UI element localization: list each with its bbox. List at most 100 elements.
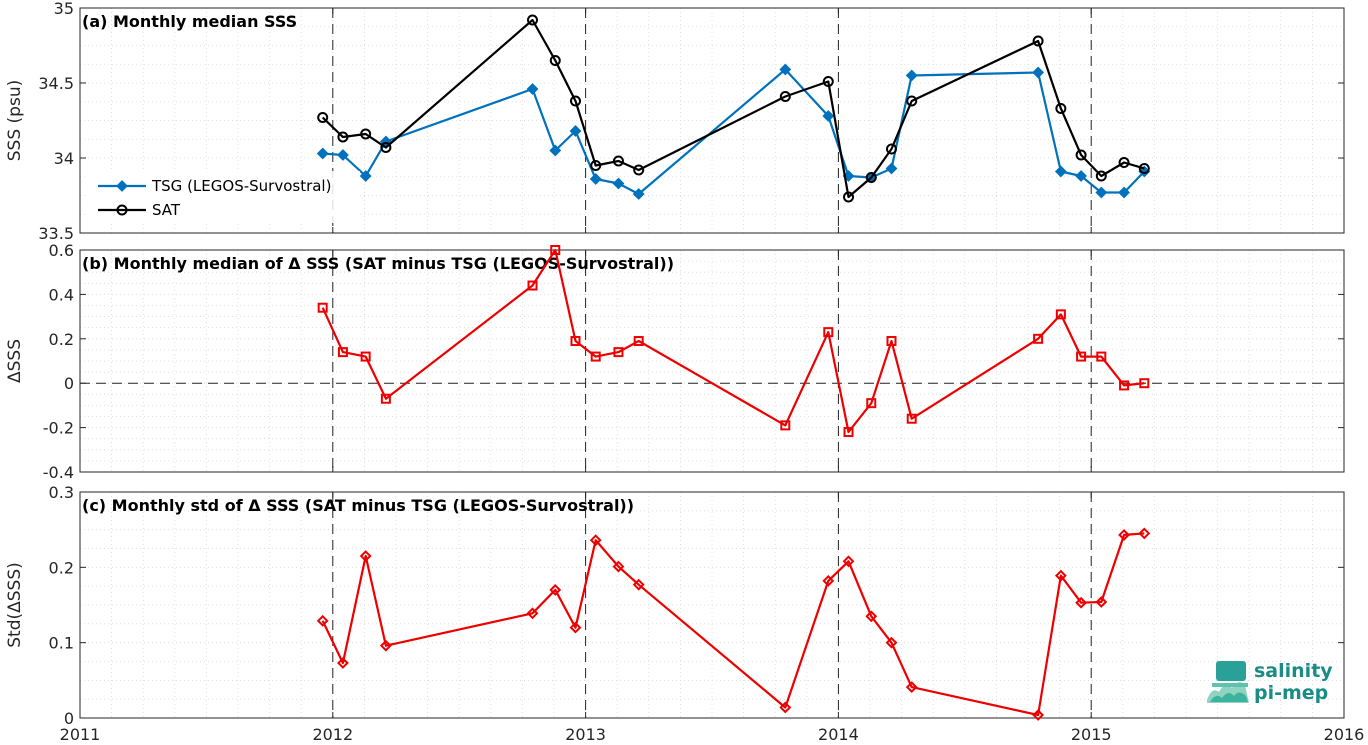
legend-marker <box>116 204 128 216</box>
y-tick-label: 35 <box>54 0 74 18</box>
data-point <box>1138 527 1151 540</box>
data-point <box>612 155 624 167</box>
data-point <box>527 14 539 26</box>
y-axis-label: ΔSSS <box>5 339 25 383</box>
data-point <box>337 131 349 143</box>
salinity-pi-mep-logo: salinity pi-mep <box>1207 660 1333 704</box>
data-point <box>612 177 625 190</box>
data-point <box>569 125 582 137</box>
data-point <box>886 336 897 347</box>
data-point <box>779 91 791 102</box>
data-point <box>1095 186 1108 199</box>
data-point <box>1119 380 1130 391</box>
y-tick-label: 0.3 <box>49 483 74 502</box>
data-point <box>570 336 581 347</box>
data-point <box>380 142 392 153</box>
y-tick-label: 33.5 <box>38 224 74 243</box>
data-point <box>1076 351 1087 362</box>
data-point <box>1055 309 1066 320</box>
data-point <box>1139 378 1150 389</box>
series-line-0 <box>321 532 1145 717</box>
data-point <box>1138 165 1151 178</box>
data-point <box>316 614 329 627</box>
y-tick-label: 0.2 <box>49 558 74 577</box>
axes-box <box>79 249 1345 473</box>
logo-mark-icon <box>1207 661 1249 703</box>
data-point <box>360 351 371 362</box>
series-line-0 <box>322 68 1146 196</box>
x-tick-label: 2012 <box>312 725 353 744</box>
data-point <box>526 83 539 95</box>
data-point <box>549 584 562 596</box>
data-point <box>569 95 581 107</box>
x-tick-label: 2015 <box>1071 725 1112 744</box>
y-axis-label: Std(ΔSSS) <box>5 562 25 648</box>
y-tick-label: 0.4 <box>49 285 74 304</box>
data-point <box>906 95 918 107</box>
data-point <box>1033 333 1044 344</box>
data-point <box>1095 596 1108 608</box>
data-point <box>1075 596 1088 609</box>
data-point <box>550 245 561 255</box>
legend-box <box>88 171 360 223</box>
data-point <box>589 173 602 185</box>
data-point <box>842 555 855 568</box>
data-point <box>885 636 898 649</box>
chart-panel-0: 33.5 34 34.5 35 SSS (psu) (a) Monthly median … <box>5 0 1345 243</box>
x-tick-label: 2011 <box>60 725 101 744</box>
data-point <box>379 639 392 652</box>
logo-text-line2: pi-mep <box>1254 682 1328 704</box>
data-point <box>359 550 372 562</box>
data-point <box>906 413 917 424</box>
data-point <box>336 149 349 161</box>
data-point <box>885 143 897 155</box>
data-point <box>527 280 538 291</box>
data-point <box>822 110 835 122</box>
panels: 33.5 34 34.5 35 SSS (psu) (a) Monthly median … <box>5 0 1364 744</box>
data-point <box>865 610 878 623</box>
y-tick-label: -0.2 <box>43 419 74 438</box>
data-point <box>612 560 625 573</box>
data-point <box>590 351 601 362</box>
data-point <box>843 427 854 438</box>
legend-label: SAT <box>152 201 181 219</box>
data-point <box>317 302 328 313</box>
data-point <box>779 63 792 76</box>
data-point <box>633 336 644 347</box>
y-tick-label: 0 <box>64 374 74 393</box>
data-point <box>1032 709 1045 721</box>
data-point <box>1075 170 1088 182</box>
data-point <box>1138 163 1150 174</box>
data-point <box>1075 149 1087 161</box>
y-tick-label: 34.5 <box>38 74 74 93</box>
data-point <box>1032 35 1044 47</box>
panel-title: (a) Monthly median SSS <box>82 12 297 31</box>
chart-panel-1: -0.4 -0.2 0 0.2 0.4 0.6 ΔSSS (b) Monthly median… <box>5 241 1345 482</box>
data-point <box>613 347 624 358</box>
data-point <box>569 621 582 634</box>
data-point <box>823 327 834 338</box>
data-point <box>632 578 645 591</box>
data-point <box>633 164 645 176</box>
data-point <box>526 607 539 620</box>
data-point <box>336 657 349 669</box>
chart-panel-2: 0 0.1 0.2 0.3 2011 2012 2013 2014 2015 2016 Std(ΔS… <box>5 483 1364 744</box>
data-point <box>780 420 791 431</box>
series-line-1 <box>321 18 1145 199</box>
y-tick-label: 34 <box>54 149 74 168</box>
data-point <box>843 191 855 203</box>
x-tick-label: 2016 <box>1324 725 1365 744</box>
data-point <box>360 128 372 140</box>
logo-text-line1: salinity <box>1254 660 1333 682</box>
data-point <box>822 76 834 87</box>
axes-box <box>79 491 1345 719</box>
data-point <box>1032 66 1045 79</box>
legend-label: TSG (LEGOS-Survostral) <box>151 177 331 195</box>
data-point <box>549 144 562 157</box>
y-tick-label: -0.4 <box>43 463 74 482</box>
data-point <box>1096 351 1107 362</box>
data-point <box>359 170 372 182</box>
data-point <box>1055 103 1067 114</box>
data-point <box>380 393 391 404</box>
